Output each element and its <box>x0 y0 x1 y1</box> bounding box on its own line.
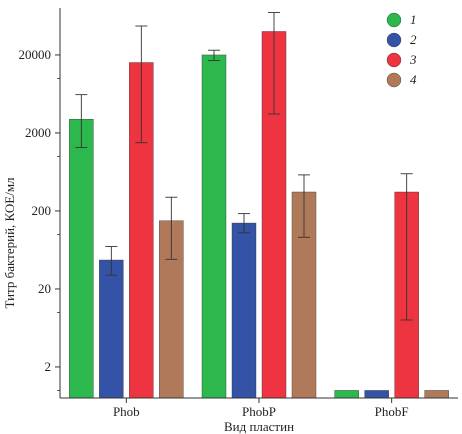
bars-layer <box>69 31 449 399</box>
y-tick-label: 2000 <box>25 125 51 140</box>
x-tick-label: Phob <box>113 404 140 419</box>
y-tick-label: 200 <box>32 203 52 218</box>
legend-label: 4 <box>410 72 417 87</box>
legend-marker <box>386 72 402 88</box>
legend-label: 2 <box>410 32 417 47</box>
bar <box>69 119 94 399</box>
y-tick-label: 20 <box>38 281 51 296</box>
legend: 1 2 3 4 <box>386 12 417 88</box>
legend-marker <box>386 32 402 48</box>
x-tick-label: PhobP <box>242 404 276 419</box>
bar <box>364 390 389 399</box>
x-axis-title: Вид пластин <box>224 419 294 434</box>
axes-layer <box>55 8 458 403</box>
y-tick-label: 2 <box>45 359 52 374</box>
legend-label: 3 <box>409 52 417 67</box>
legend-label: 1 <box>410 12 417 27</box>
tick-labels-layer: Phob PhobP PhobF 2 20 200 2000 20000 <box>19 47 409 419</box>
bar <box>424 390 449 399</box>
bar <box>201 54 227 399</box>
legend-marker <box>386 52 402 68</box>
bar <box>231 222 257 399</box>
error-bars-layer <box>75 12 413 321</box>
y-tick-label: 20000 <box>19 47 52 62</box>
bar <box>334 390 359 399</box>
bar <box>99 259 124 399</box>
x-tick-label: PhobF <box>375 404 409 419</box>
y-axis-title: Титр бактерий, КОЕ/мл <box>2 177 17 309</box>
legend-marker <box>386 12 402 28</box>
